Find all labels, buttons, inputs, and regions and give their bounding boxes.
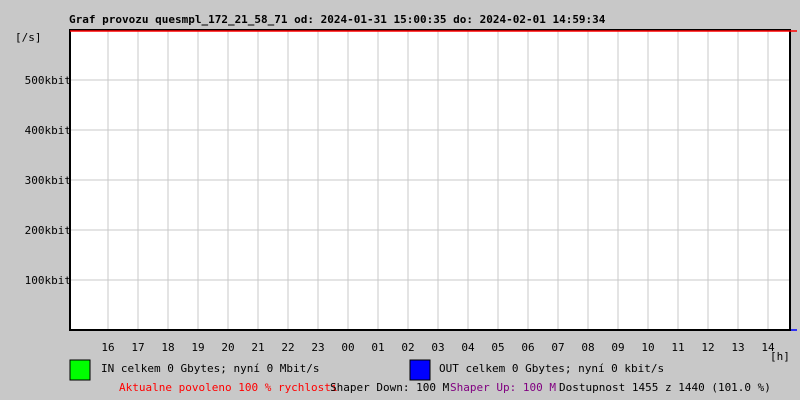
x-tick-label: 03 [431, 341, 444, 354]
x-tick-label: 11 [671, 341, 684, 354]
chart-title: Graf provozu quesmpl_172_21_58_71 od: 20… [69, 13, 606, 26]
x-tick-label: 16 [101, 341, 114, 354]
legend-in-swatch [69, 359, 91, 381]
x-tick-label: 07 [551, 341, 564, 354]
x-tick-label: 20 [221, 341, 234, 354]
x-tick-label: 21 [251, 341, 264, 354]
y-ticks: 100kbit 200kbit 300kbit 400kbit 500kbit [25, 74, 71, 287]
x-tick-label: 17 [131, 341, 144, 354]
x-tick-label: 08 [581, 341, 594, 354]
y-tick-label: 500kbit [25, 74, 71, 87]
x-ticks: 16 17 18 19 20 21 22 23 00 01 02 03 04 05 06 07 08 09 10 11… [101, 341, 775, 354]
footer-shaper-down: Shaper Down: 100 M [330, 381, 450, 394]
x-tick-label: 10 [641, 341, 654, 354]
legend-out-text: OUT celkem 0 Gbytes; nyní 0 kbit/s [439, 362, 664, 375]
x-tick-label: 12 [701, 341, 714, 354]
grid [70, 30, 790, 330]
x-tick-label: 01 [371, 341, 384, 354]
x-tick-label: 04 [461, 341, 475, 354]
x-tick-label: 13 [731, 341, 744, 354]
x-tick-label: 14 [761, 341, 775, 354]
x-tick-label: 23 [311, 341, 324, 354]
legend-in-text: IN celkem 0 Gbytes; nyní 0 Mbit/s [101, 362, 320, 375]
x-tick-label: 09 [611, 341, 624, 354]
x-tick-label: 02 [401, 341, 414, 354]
y-tick-label: 300kbit [25, 174, 71, 187]
x-tick-label: 05 [491, 341, 504, 354]
plot-border [69, 29, 791, 331]
y-tick-label: 200kbit [25, 224, 71, 237]
legend-out-swatch [409, 359, 431, 381]
x-tick-label: 22 [281, 341, 294, 354]
x-tick-label: 06 [521, 341, 534, 354]
y-tick-label: 100kbit [25, 274, 71, 287]
footer-allowed: Aktualne povoleno 100 % rychlosti [119, 381, 338, 394]
x-tick-label: 18 [161, 341, 174, 354]
x-axis-label: [h] [770, 350, 790, 363]
x-tick-label: 19 [191, 341, 204, 354]
x-tick-label: 00 [341, 341, 354, 354]
y-axis-label: [/s] [15, 31, 42, 44]
y-tick-label: 400kbit [25, 124, 71, 137]
footer-availability: Dostupnost 1455 z 1440 (101.0 %) [559, 381, 771, 394]
footer-shaper-up: Shaper Up: 100 M [450, 381, 556, 394]
